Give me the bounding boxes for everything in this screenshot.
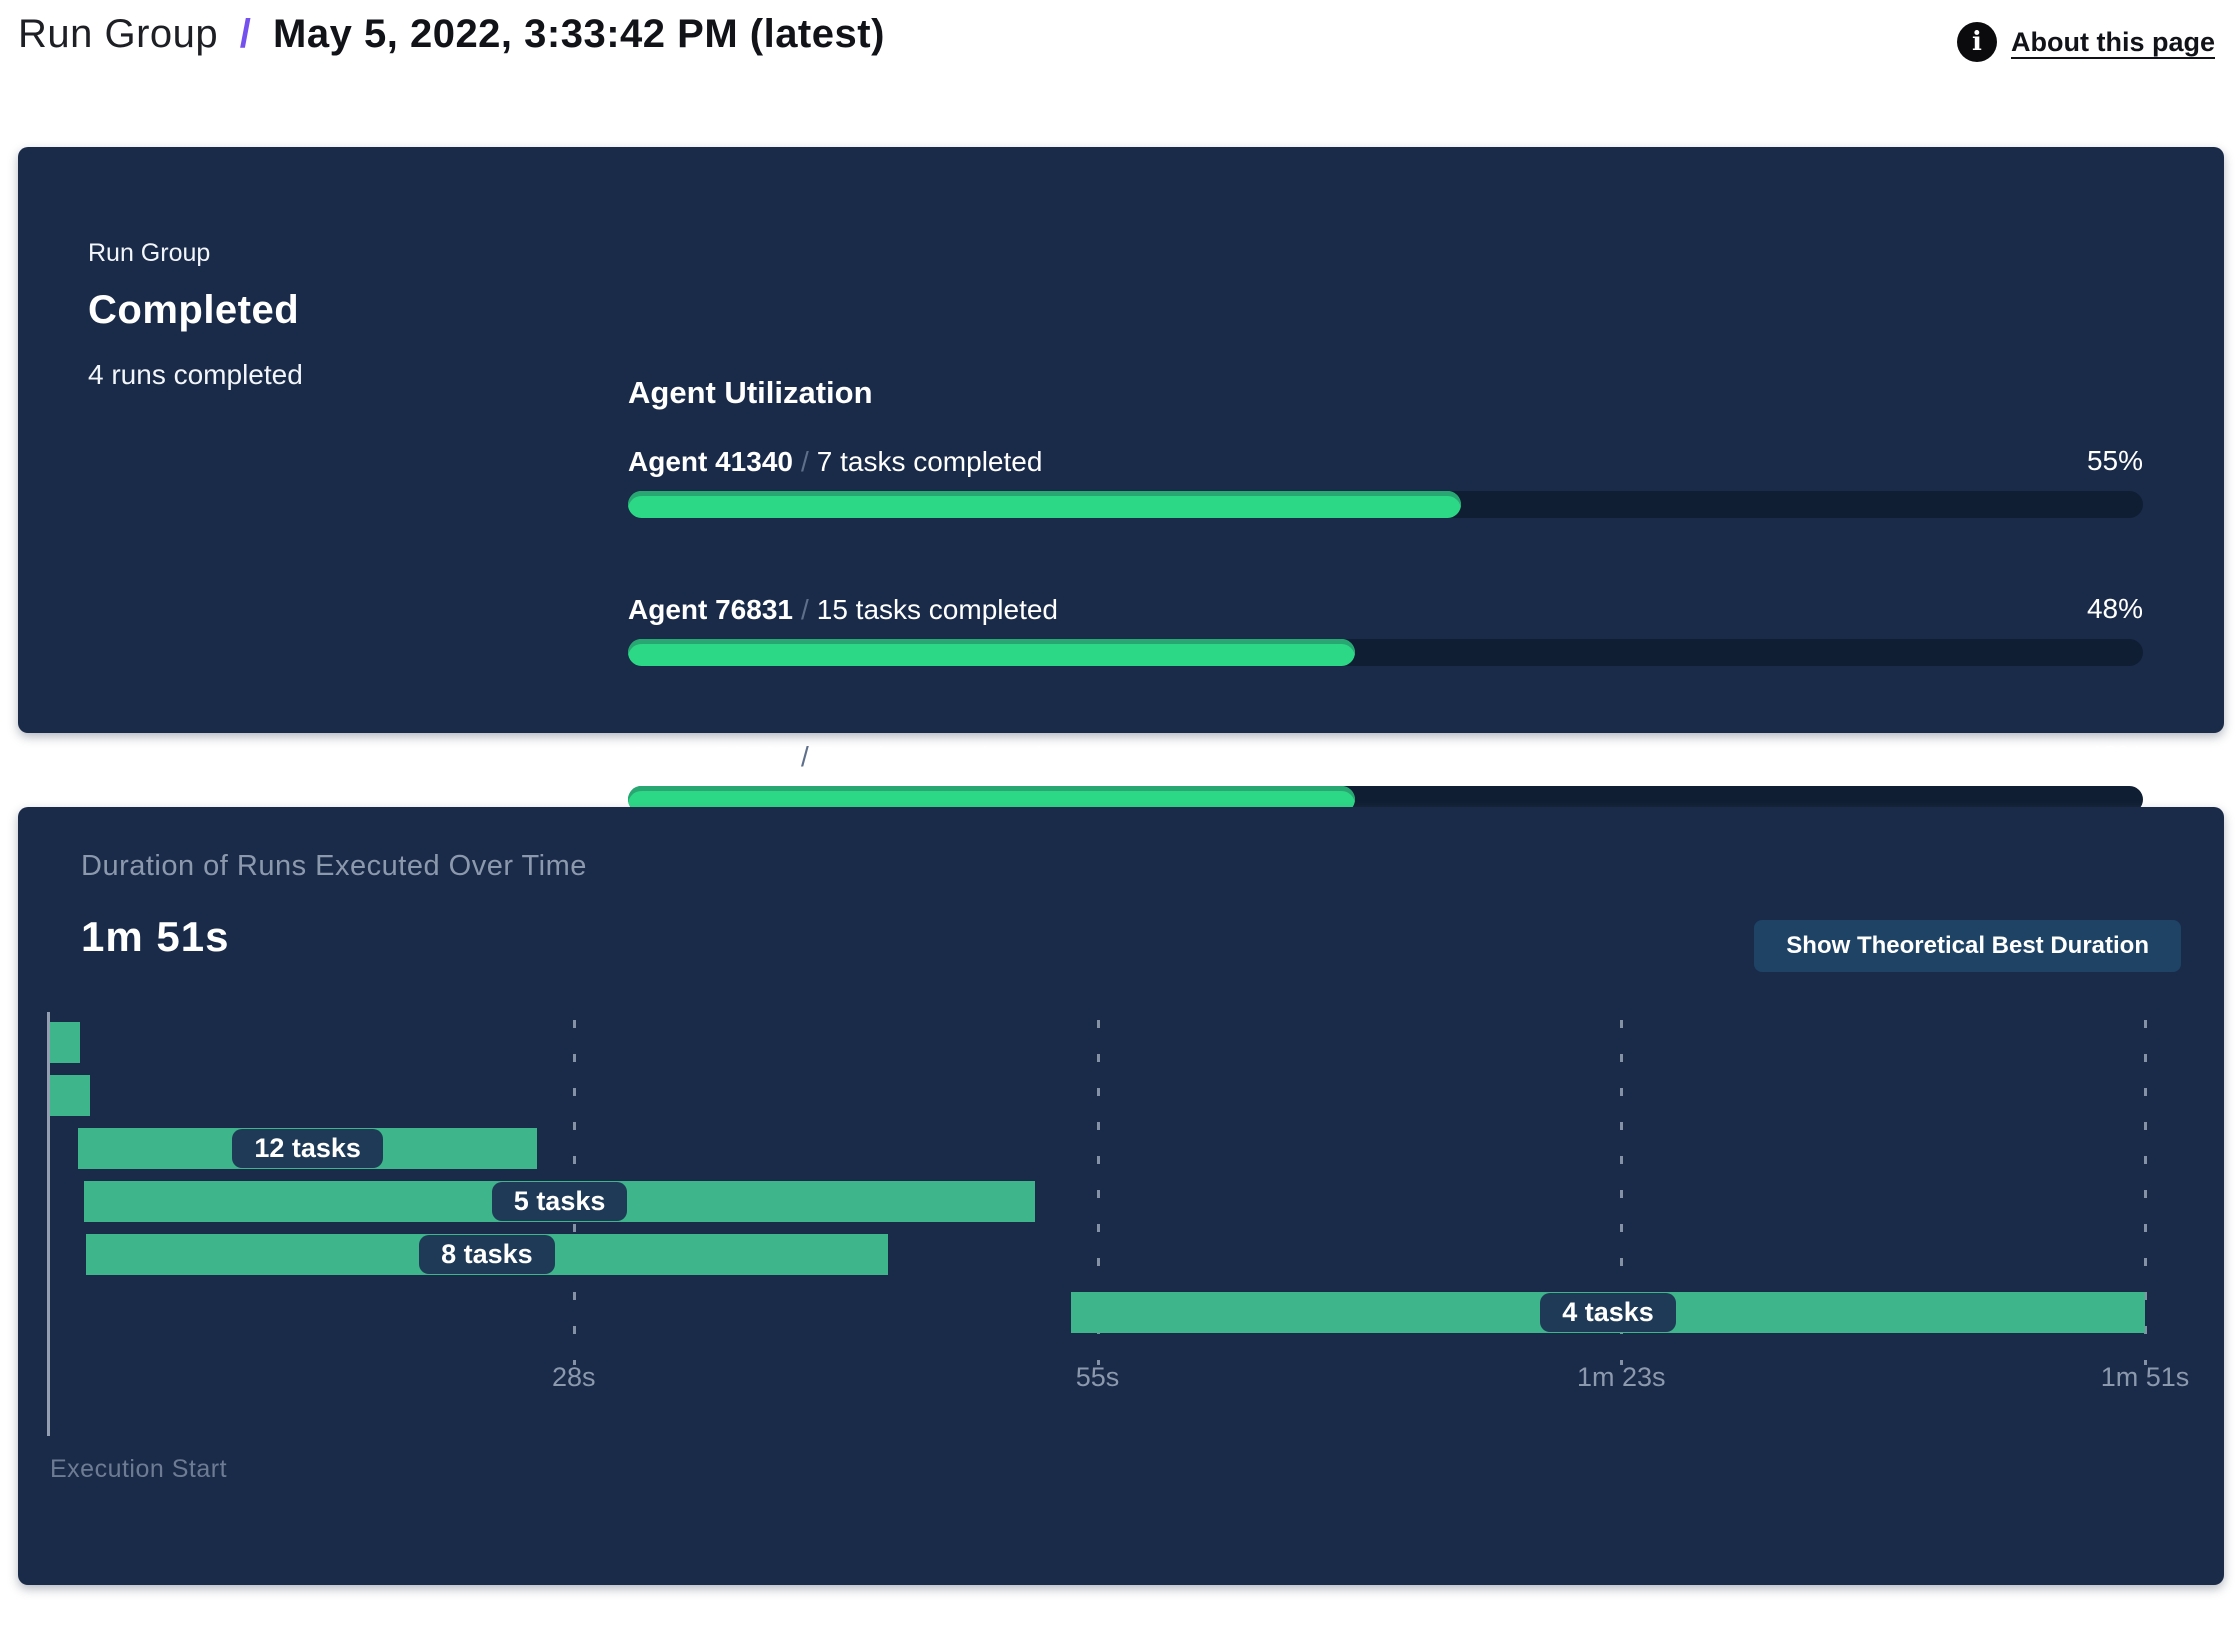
run-bar[interactable] <box>50 1022 81 1063</box>
execution-start-axis-line <box>47 1012 50 1436</box>
page-header: Run Group / May 5, 2022, 3:33:42 PM (lat… <box>18 8 2215 62</box>
task-count-pill: 5 tasks <box>491 1182 628 1221</box>
agent-row: Agent 41340/7 tasks completed 55% <box>628 445 2143 518</box>
x-axis-tick: 55s <box>1075 1362 1120 1392</box>
gantt-chart: 12 tasks 5 tasks 8 tasks 4 tasks 28s 55s 1m 2… <box>47 1012 2189 1445</box>
agent-utilization-percent: 48% <box>2086 593 2143 624</box>
about-this-page[interactable]: i About this page <box>1957 22 2215 62</box>
total-duration-value: 1m 51s <box>81 913 230 960</box>
agent-separator: / <box>800 741 809 772</box>
agent-separator: / <box>800 446 809 477</box>
run-group-label: Run Group <box>88 239 211 267</box>
agent-utilization-section: Agent Utilization Agent 41340/7 tasks co… <box>628 375 2143 813</box>
agent-row: Agent 52535/7 tasks completed 48% <box>628 740 2143 813</box>
status-badge: Completed <box>88 288 300 332</box>
agent-name: Agent 76831 <box>628 594 793 625</box>
task-count-pill: 4 tasks <box>1540 1293 1676 1332</box>
breadcrumb-run-group[interactable]: Run Group <box>18 12 219 56</box>
gridline <box>1096 1020 1100 1365</box>
run-group-summary-panel: Run Group Completed 4 runs completed Age… <box>18 147 2224 813</box>
agent-tasks-completed: 7 tasks completed <box>816 446 1043 477</box>
duration-chart-title: Duration of Runs Executed Over Time <box>81 850 587 882</box>
run-bar[interactable]: 5 tasks <box>83 1181 1036 1222</box>
utilization-progress-fill <box>628 639 1356 666</box>
about-link[interactable]: About this page <box>2011 26 2215 57</box>
duration-panel: Duration of Runs Executed Over Time 1m 5… <box>18 807 2224 1585</box>
agent-utilization-percent: 48% <box>2086 740 2143 771</box>
gridline <box>1620 1020 1624 1365</box>
gridline <box>2144 1020 2147 1365</box>
agent-label: Agent 52535/7 tasks completed <box>628 740 2143 774</box>
agent-utilization-percent: 55% <box>2086 445 2143 476</box>
x-axis-tick-labels: 28s 55s 1m 23s 1m 51s <box>50 1362 2189 1396</box>
execution-start-label: Execution Start <box>50 1455 228 1483</box>
run-group-status-block: Run Group Completed 4 runs completed <box>88 239 303 391</box>
run-bar[interactable]: 4 tasks <box>1071 1292 2145 1333</box>
page-title: May 5, 2022, 3:33:42 PM (latest) <box>273 12 885 56</box>
agent-name: Agent 52535 <box>628 741 793 772</box>
agent-row: Agent 76831/15 tasks completed 48% <box>628 593 2143 666</box>
utilization-progress-track <box>628 491 2143 518</box>
x-axis-tick: 1m 51s <box>2100 1362 2190 1392</box>
breadcrumb: Run Group / May 5, 2022, 3:33:42 PM (lat… <box>18 8 885 60</box>
agent-tasks-completed: 15 tasks completed <box>816 594 1058 625</box>
breadcrumb-separator: / <box>239 12 252 56</box>
info-icon[interactable]: i <box>1957 22 1997 62</box>
run-bar[interactable] <box>50 1075 90 1116</box>
agent-utilization-title: Agent Utilization <box>628 375 873 410</box>
agent-name: Agent 41340 <box>628 446 793 477</box>
agent-label: Agent 41340/7 tasks completed <box>628 445 2143 479</box>
agent-tasks-completed: 7 tasks completed <box>816 741 1043 772</box>
show-theoretical-best-duration-button[interactable]: Show Theoretical Best Duration <box>1754 920 2181 972</box>
utilization-progress-track <box>628 639 2143 666</box>
agent-separator: / <box>800 594 809 625</box>
run-bar[interactable]: 8 tasks <box>85 1234 888 1275</box>
gantt-plot: 12 tasks 5 tasks 8 tasks 4 tasks <box>50 1015 2147 1365</box>
run-bar[interactable]: 12 tasks <box>78 1128 537 1169</box>
agent-label: Agent 76831/15 tasks completed <box>628 593 2143 627</box>
task-count-pill: 12 tasks <box>232 1129 383 1168</box>
x-axis-tick: 1m 23s <box>1576 1362 1666 1392</box>
runs-completed-text: 4 runs completed <box>88 359 303 390</box>
utilization-progress-fill <box>628 491 1462 518</box>
x-axis-tick: 28s <box>551 1362 596 1392</box>
task-count-pill: 8 tasks <box>419 1235 555 1274</box>
